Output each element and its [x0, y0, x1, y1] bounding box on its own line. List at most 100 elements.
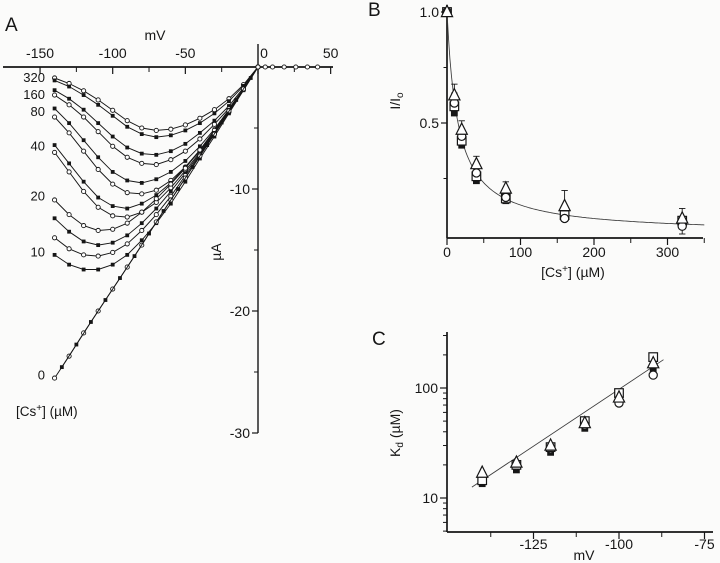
curve-label: 10	[31, 244, 45, 259]
marker-filled-square	[154, 193, 159, 197]
panel-c-x-axis-title: mV	[574, 547, 596, 563]
marker-filled-square	[139, 151, 144, 156]
marker-filled-square	[81, 179, 86, 184]
marker-filled-square	[125, 124, 130, 129]
tick-label: 100	[509, 244, 533, 260]
marker-open-circle	[110, 249, 116, 255]
marker-filled-square	[52, 252, 57, 257]
marker-filled-square	[139, 132, 144, 136]
marker-filled-square	[67, 121, 72, 126]
marker-filled-square	[52, 143, 57, 147]
marker-filled-square	[139, 201, 144, 206]
marker-open-circle	[153, 162, 159, 168]
marker-open-triangle	[612, 389, 626, 403]
panel-c-label: C	[372, 329, 386, 350]
tick-label: -150	[26, 45, 54, 61]
marker-open-circle	[153, 187, 159, 193]
marker-filled-square	[125, 178, 130, 183]
marker-filled-square	[183, 159, 188, 163]
marker-filled-square	[96, 267, 101, 272]
marker-filled-square	[227, 99, 231, 104]
marker-filled-square	[248, 76, 253, 80]
marker-filled-square	[154, 152, 159, 157]
marker-open-circle	[139, 191, 145, 197]
tick-label: 10	[422, 490, 438, 506]
marker-filled-square	[110, 113, 115, 118]
tick-label: -100	[605, 536, 633, 552]
marker-open-circle	[168, 157, 174, 163]
panel-b-x-axis-title: [Cs+] (µM)	[541, 264, 605, 280]
marker-open-circle	[501, 192, 511, 203]
marker-open-circle	[182, 148, 188, 154]
marker-open-triangle	[475, 464, 489, 478]
marker-open-circle	[110, 107, 116, 113]
marker-filled-square	[154, 177, 159, 182]
marker-filled-square	[197, 121, 202, 126]
tick-label: 1.0	[420, 4, 440, 20]
marker-open-circle	[211, 121, 217, 127]
marker-open-circle	[95, 204, 101, 210]
marker-open-triangle	[558, 198, 572, 212]
marker-filled-square	[110, 262, 115, 267]
marker-filled-square	[81, 138, 86, 143]
marker-filled-square	[219, 120, 224, 125]
marker-filled-square	[110, 170, 115, 174]
marker-open-circle	[124, 214, 130, 220]
marker-filled-square	[450, 109, 458, 117]
marker-filled-square	[183, 141, 188, 146]
marker-open-triangle	[469, 156, 483, 170]
marker-open-circle	[153, 212, 159, 218]
marker-open-circle	[81, 88, 87, 94]
marker-open-circle	[81, 188, 87, 194]
marker-filled-square	[649, 365, 657, 373]
marker-open-circle	[315, 64, 321, 70]
curve-label: 80	[31, 104, 45, 119]
tick-label: 0	[260, 45, 268, 61]
marker-open-circle	[269, 64, 276, 70]
marker-open-circle	[139, 227, 145, 234]
marker-filled-square	[52, 78, 57, 83]
data-series-line	[54, 66, 318, 379]
panel-a-label: A	[5, 15, 18, 36]
marker-open-triangle	[447, 87, 461, 101]
panel-a-x-axis-title: mV	[145, 27, 167, 43]
tick-label: 0	[443, 244, 451, 260]
marker-open-circle	[95, 97, 101, 103]
marker-open-circle	[139, 160, 145, 166]
marker-open-triangle	[440, 4, 454, 18]
tick-label: 200	[582, 244, 606, 260]
marker-open-circle	[52, 114, 58, 120]
marker-open-circle	[52, 149, 58, 155]
marker-filled-square	[81, 239, 86, 244]
marker-filled-square	[81, 93, 86, 97]
marker-filled-square	[132, 254, 137, 258]
marker-filled-square	[212, 111, 217, 116]
marker-filled-square	[168, 201, 173, 206]
marker-filled-square	[52, 106, 57, 111]
marker-filled-square	[96, 121, 101, 126]
curve-label: 40	[31, 138, 45, 153]
marker-open-triangle	[578, 415, 592, 429]
marker-filled-square	[168, 149, 173, 154]
tick-label: -125	[519, 536, 547, 552]
tick-label: -100	[99, 45, 127, 61]
marker-open-circle	[52, 235, 58, 241]
marker-filled-square	[96, 243, 101, 248]
marker-open-circle	[262, 64, 268, 70]
marker-filled-square	[52, 216, 57, 221]
marker-filled-square	[168, 189, 173, 194]
marker-filled-square	[110, 134, 115, 139]
marker-filled-square	[168, 133, 173, 138]
panel-c-y-axis-title: Kd (µM)	[387, 409, 406, 457]
marker-open-triangle	[499, 180, 513, 194]
marker-open-triangle	[544, 437, 558, 451]
marker-open-circle	[153, 196, 159, 202]
marker-open-circle	[81, 252, 87, 258]
marker-filled-square	[125, 233, 130, 238]
marker-open-circle	[95, 253, 101, 259]
marker-open-triangle	[509, 454, 523, 468]
marker-open-circle	[559, 213, 570, 224]
marker-open-circle	[124, 190, 130, 196]
marker-open-circle	[139, 209, 145, 215]
marker-open-circle	[197, 136, 203, 142]
